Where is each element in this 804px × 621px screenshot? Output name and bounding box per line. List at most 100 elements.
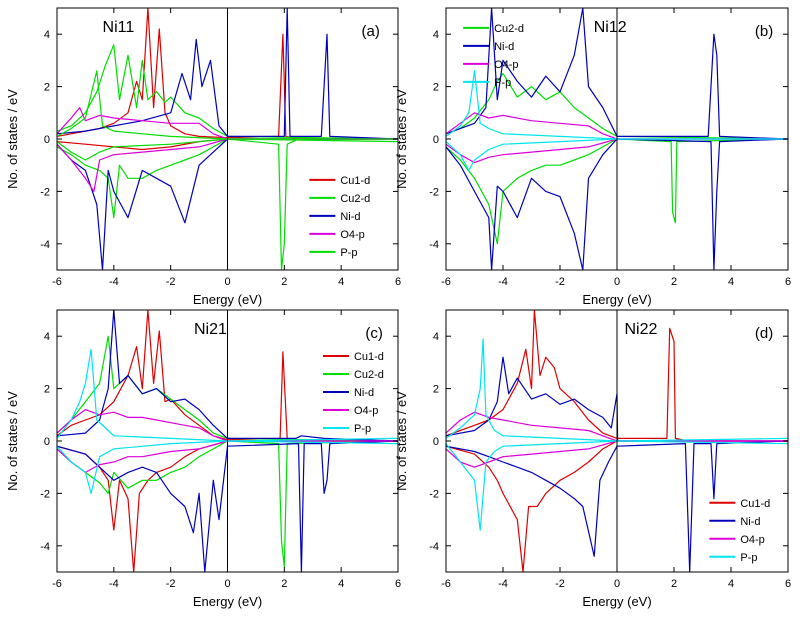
- y-tick-label: 2: [44, 82, 50, 94]
- x-tick-label: -2: [555, 578, 565, 590]
- y-tick-label: 0: [433, 134, 439, 146]
- series-line-p-p-up: [57, 70, 398, 140]
- panel-tag: (b): [755, 23, 773, 40]
- y-tick-label: 2: [433, 82, 439, 94]
- series-line-p-p-dn: [446, 440, 788, 531]
- panel-title: Ni22: [624, 321, 657, 338]
- x-tick-label: 2: [671, 578, 677, 590]
- legend-label: Ni-d: [740, 516, 760, 528]
- x-tick-label: -4: [498, 578, 508, 590]
- y-tick-label: -4: [40, 239, 50, 251]
- series-line-p-p-up: [446, 338, 788, 442]
- series-line-cu2-d-dn: [446, 138, 788, 245]
- series-line-o4-p-up: [57, 106, 398, 140]
- y-tick-label: -2: [40, 488, 50, 500]
- series-line-ni-d-dn: [57, 440, 398, 572]
- legend-label: P-p: [340, 247, 357, 259]
- x-tick-label: 0: [224, 276, 230, 288]
- plot-area: [446, 310, 788, 572]
- y-axis-title: No. of states / eV: [394, 89, 409, 189]
- x-tick-label: 6: [785, 578, 791, 590]
- legend: Cu1-d Ni-d O4-p P-p: [709, 498, 770, 564]
- legend-label: Cu2-d: [354, 369, 384, 381]
- x-tick-label: 6: [395, 578, 401, 590]
- y-tick-label: -4: [429, 541, 439, 553]
- y-tick-label: 4: [433, 331, 439, 343]
- panel-tag: (d): [755, 325, 773, 342]
- y-tick-label: -4: [429, 239, 439, 251]
- x-tick-label: 4: [338, 578, 344, 590]
- y-tick-label: -2: [429, 488, 439, 500]
- x-tick-label: -2: [166, 578, 176, 590]
- x-axis-title: Energy (eV): [582, 292, 651, 307]
- series-line-ni-d-up: [446, 356, 788, 442]
- series-line-ni-d-dn: [446, 138, 788, 270]
- panel-title: Ni21: [194, 321, 227, 338]
- y-tick-label: 2: [433, 384, 439, 396]
- x-tick-label: 4: [728, 276, 734, 288]
- x-axis-title: Energy (eV): [193, 594, 262, 609]
- y-axis-title: No. of states / eV: [5, 89, 20, 189]
- series-line-p-p-dn: [57, 440, 398, 494]
- x-tick-label: 0: [614, 276, 620, 288]
- series-line-p-p-dn: [57, 138, 398, 161]
- series-line-o4-p-up: [446, 411, 788, 442]
- y-tick-label: 4: [44, 331, 50, 343]
- x-tick-label: 6: [785, 276, 791, 288]
- series-line-p-p-up: [446, 70, 788, 140]
- series-line-o4-p-up: [57, 409, 398, 442]
- series-line-cu1-d-dn: [446, 440, 788, 572]
- legend-label: O4-p: [340, 229, 364, 241]
- x-tick-label: 2: [281, 276, 287, 288]
- series-line-ni-d-up: [446, 8, 788, 140]
- x-tick-label: -6: [52, 276, 62, 288]
- series-line-cu2-d-dn: [57, 440, 398, 568]
- plot-area: [57, 310, 398, 572]
- y-tick-label: 2: [44, 384, 50, 396]
- legend-label: Cu2-d: [494, 23, 524, 35]
- panel-d: -6 -4 -2 0 2 4 6 -4 -2 0 2 4 Energy (eV) No. of state…: [394, 309, 791, 609]
- panel-a: -6 -4 -2 0 2 4 6 -4 -2 0 2 4 Energy (eV) No. of state…: [5, 7, 401, 307]
- series-line-o4-p-dn: [446, 138, 788, 164]
- y-axis-title: No. of states / eV: [394, 391, 409, 491]
- legend-label: P-p: [354, 423, 371, 435]
- plot-area: [57, 8, 398, 270]
- y-tick-label: 4: [44, 29, 50, 41]
- panel-title: Ni11: [103, 19, 135, 36]
- legend: Cu2-d Ni-d O4-p P-p: [463, 23, 524, 89]
- x-tick-label: -6: [441, 276, 451, 288]
- legend: Cu1-d Cu2-d Ni-d O4-p P-p: [322, 351, 384, 435]
- y-axis-title: No. of states / eV: [5, 391, 20, 491]
- legend-label: O4-p: [494, 59, 518, 71]
- x-tick-label: -4: [498, 276, 508, 288]
- series-line-ni-d-dn: [446, 440, 788, 572]
- series-line-o4-p-dn: [57, 138, 398, 192]
- x-tick-label: -4: [109, 276, 119, 288]
- legend-label: Cu1-d: [740, 498, 770, 510]
- legend-label: O4-p: [354, 405, 378, 417]
- panel-title: Ni12: [594, 19, 627, 36]
- y-tick-label: -2: [429, 186, 439, 198]
- y-tick-label: 0: [433, 436, 439, 448]
- x-tick-label: -6: [441, 578, 451, 590]
- x-tick-label: 4: [338, 276, 344, 288]
- legend-label: P-p: [494, 77, 511, 89]
- legend-label: Ni-d: [340, 211, 360, 223]
- series-line-p-p-up: [57, 348, 398, 442]
- x-tick-label: -6: [52, 578, 62, 590]
- x-tick-label: -2: [166, 276, 176, 288]
- series-line-ni-d-up: [57, 310, 398, 442]
- x-tick-label: -2: [555, 276, 565, 288]
- series-line-o4-p-up: [446, 112, 788, 140]
- series-line-o4-p-dn: [446, 440, 788, 468]
- panel-b: -6 -4 -2 0 2 4 6 -4 -2 0 2 4 Energy (eV) No. of state…: [394, 7, 791, 307]
- legend-label: Cu1-d: [354, 351, 384, 363]
- series-line-cu2-d-up: [57, 44, 398, 140]
- series-line-cu1-d-up: [57, 310, 398, 442]
- panel-tag: (a): [362, 23, 380, 40]
- x-tick-label: 0: [614, 578, 620, 590]
- x-tick-label: 2: [281, 578, 287, 590]
- series-line-cu1-d-up: [446, 310, 788, 442]
- legend-label: Cu2-d: [340, 193, 370, 205]
